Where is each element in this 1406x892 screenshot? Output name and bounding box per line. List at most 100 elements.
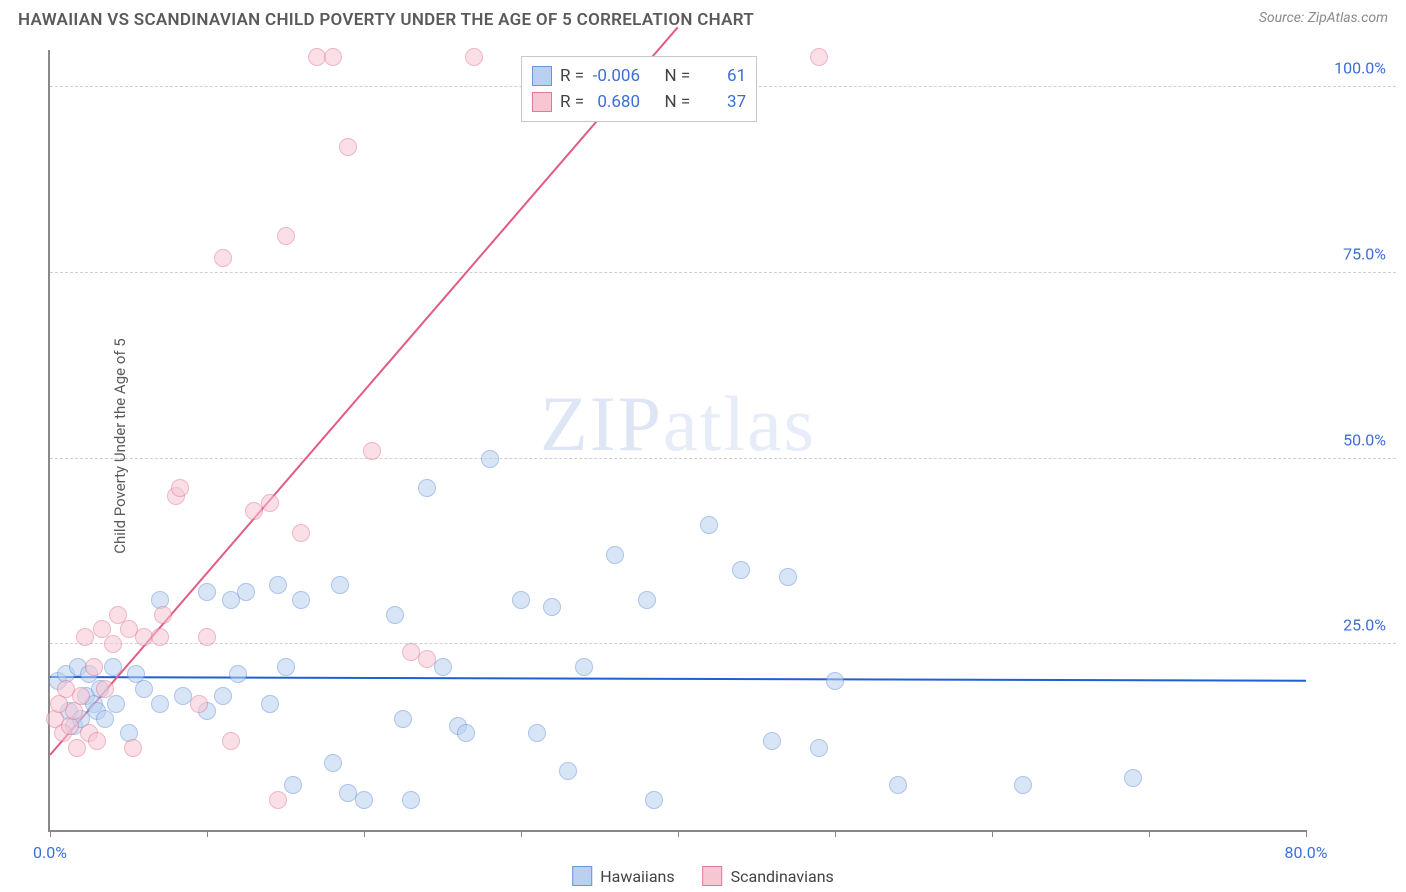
data-point: [214, 249, 232, 267]
x-tick: [50, 830, 51, 837]
r-value: 0.680: [592, 92, 640, 112]
data-point: [779, 568, 797, 586]
data-point: [457, 724, 475, 742]
x-tick: [835, 830, 836, 837]
gridline: [50, 272, 1396, 273]
data-point: [763, 732, 781, 750]
data-point: [1124, 769, 1142, 787]
data-point: [481, 450, 499, 468]
data-point: [575, 658, 593, 676]
watermark: ZIPatlas: [540, 379, 816, 469]
data-point: [277, 227, 295, 245]
data-point: [284, 776, 302, 794]
x-tick: [207, 830, 208, 837]
x-tick: [1306, 830, 1307, 837]
chart-title: HAWAIIAN VS SCANDINAVIAN CHILD POVERTY U…: [18, 10, 754, 30]
x-tick: [992, 830, 993, 837]
data-point: [889, 776, 907, 794]
data-point: [339, 138, 357, 156]
data-point: [85, 658, 103, 676]
data-point: [543, 598, 561, 616]
y-tick-label: 75.0%: [1343, 244, 1386, 263]
stats-box: R =-0.006 N =61R =0.680 N =37: [521, 56, 757, 122]
chart-area: ZIPatlas 25.0%50.0%75.0%100.0%0.0%80.0%R…: [48, 50, 1306, 832]
data-point: [700, 516, 718, 534]
data-point: [528, 724, 546, 742]
data-point: [324, 754, 342, 772]
data-point: [277, 658, 295, 676]
data-point: [96, 710, 114, 728]
data-point: [418, 479, 436, 497]
data-point: [810, 48, 828, 66]
data-point: [826, 672, 844, 690]
r-label: R =: [560, 92, 584, 112]
data-point: [559, 762, 577, 780]
x-tick-label: 0.0%: [33, 843, 67, 862]
data-point: [810, 739, 828, 757]
data-point: [324, 48, 342, 66]
data-point: [394, 710, 412, 728]
x-tick: [678, 830, 679, 837]
data-point: [190, 695, 208, 713]
data-point: [151, 695, 169, 713]
data-point: [68, 739, 86, 757]
data-point: [465, 48, 483, 66]
legend-item: Hawaiians: [572, 866, 674, 886]
data-point: [355, 791, 373, 809]
data-point: [151, 628, 169, 646]
data-point: [214, 687, 232, 705]
data-point: [76, 628, 94, 646]
legend-label: Hawaiians: [600, 867, 674, 886]
data-point: [237, 583, 255, 601]
legend-item: Scandinavians: [703, 866, 834, 886]
data-point: [1014, 776, 1032, 794]
data-point: [606, 546, 624, 564]
data-point: [171, 479, 189, 497]
data-point: [732, 561, 750, 579]
trend-line: [49, 26, 679, 755]
gridline: [50, 643, 1396, 644]
x-tick-label: 80.0%: [1285, 843, 1328, 862]
x-tick: [1149, 830, 1150, 837]
y-tick-label: 50.0%: [1343, 430, 1386, 449]
data-point: [434, 658, 452, 676]
legend: Hawaiians Scandinavians: [572, 866, 834, 886]
data-point: [222, 732, 240, 750]
data-point: [645, 791, 663, 809]
data-point: [124, 739, 142, 757]
data-point: [107, 695, 125, 713]
data-point: [292, 591, 310, 609]
n-label: N =: [664, 66, 690, 86]
data-point: [198, 583, 216, 601]
data-point: [418, 650, 436, 668]
r-label: R =: [560, 66, 584, 86]
y-tick-label: 100.0%: [1334, 59, 1386, 78]
gridline: [50, 458, 1396, 459]
data-point: [229, 665, 247, 683]
x-tick: [364, 830, 365, 837]
legend-swatch: [703, 866, 723, 886]
stats-row: R =0.680 N =37: [532, 89, 746, 115]
data-point: [88, 732, 106, 750]
data-point: [261, 494, 279, 512]
data-point: [386, 606, 404, 624]
r-value: -0.006: [592, 66, 640, 86]
watermark-text-b: atlas: [663, 380, 816, 467]
series-swatch: [532, 92, 552, 112]
data-point: [104, 658, 122, 676]
data-point: [331, 576, 349, 594]
source-attribution: Source: ZipAtlas.com: [1259, 10, 1388, 26]
data-point: [402, 791, 420, 809]
data-point: [261, 695, 279, 713]
data-point: [269, 576, 287, 594]
series-swatch: [532, 66, 552, 86]
plot-region: ZIPatlas 25.0%50.0%75.0%100.0%0.0%80.0%R…: [48, 50, 1306, 832]
stats-row: R = -0.006 N = 61: [532, 63, 746, 89]
data-point: [96, 680, 114, 698]
legend-swatch: [572, 866, 592, 886]
n-label: N =: [664, 92, 690, 112]
data-point: [269, 791, 287, 809]
legend-label: Scandinavians: [731, 867, 834, 886]
n-value: 61: [698, 66, 746, 86]
watermark-text-a: ZIP: [540, 380, 663, 467]
